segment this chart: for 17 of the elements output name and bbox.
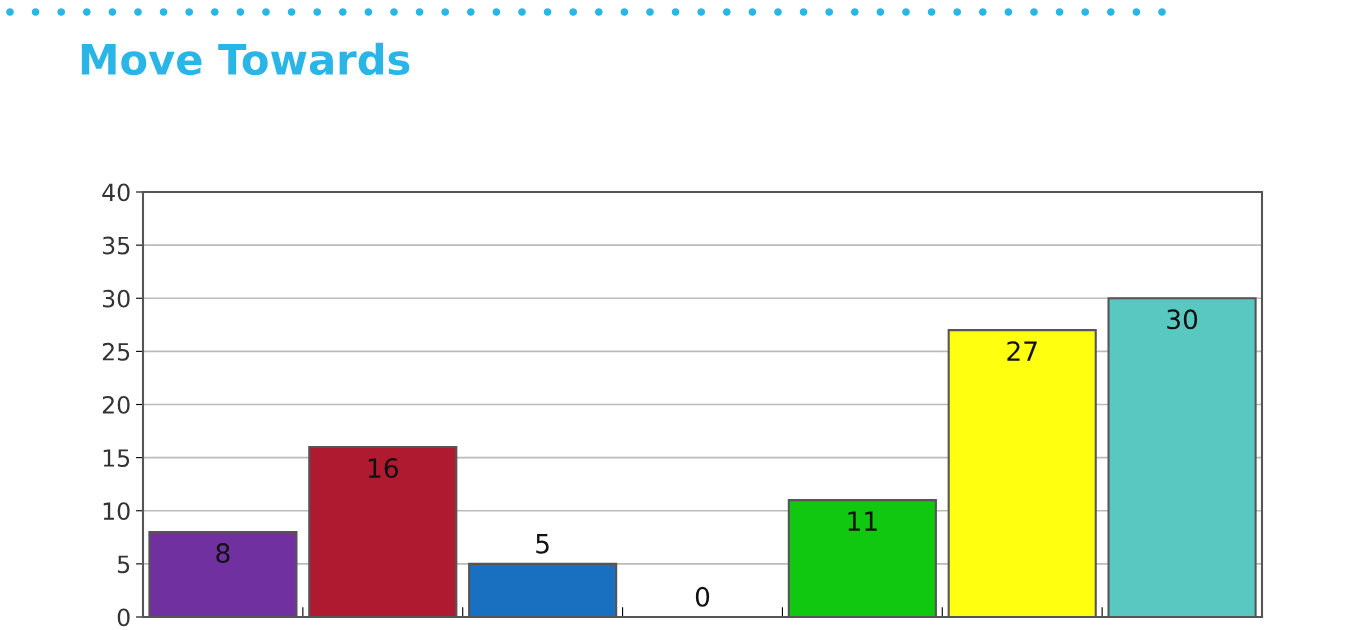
y-tick-label: 0 <box>117 608 130 627</box>
data-label: 0 <box>695 586 710 607</box>
chart-title: Move Towards <box>81 42 410 76</box>
y-tick-label: 5 <box>117 555 130 574</box>
y-tick-label: 15 <box>103 449 130 467</box>
y-tick-label: 40 <box>102 183 130 202</box>
y-tick-label: 35 <box>102 236 130 255</box>
data-label: 5 <box>536 534 549 554</box>
data-label: 27 <box>1007 341 1037 361</box>
data-label: 8 <box>216 543 230 564</box>
y-tick-label: 30 <box>102 289 130 308</box>
y-tick-label: 20 <box>102 395 130 414</box>
y-tick-label: 25 <box>102 342 130 361</box>
y-tick-label: 10 <box>103 502 130 521</box>
data-label: 11 <box>848 511 877 531</box>
data-label: 16 <box>368 458 398 479</box>
data-label: 30 <box>1167 309 1198 330</box>
